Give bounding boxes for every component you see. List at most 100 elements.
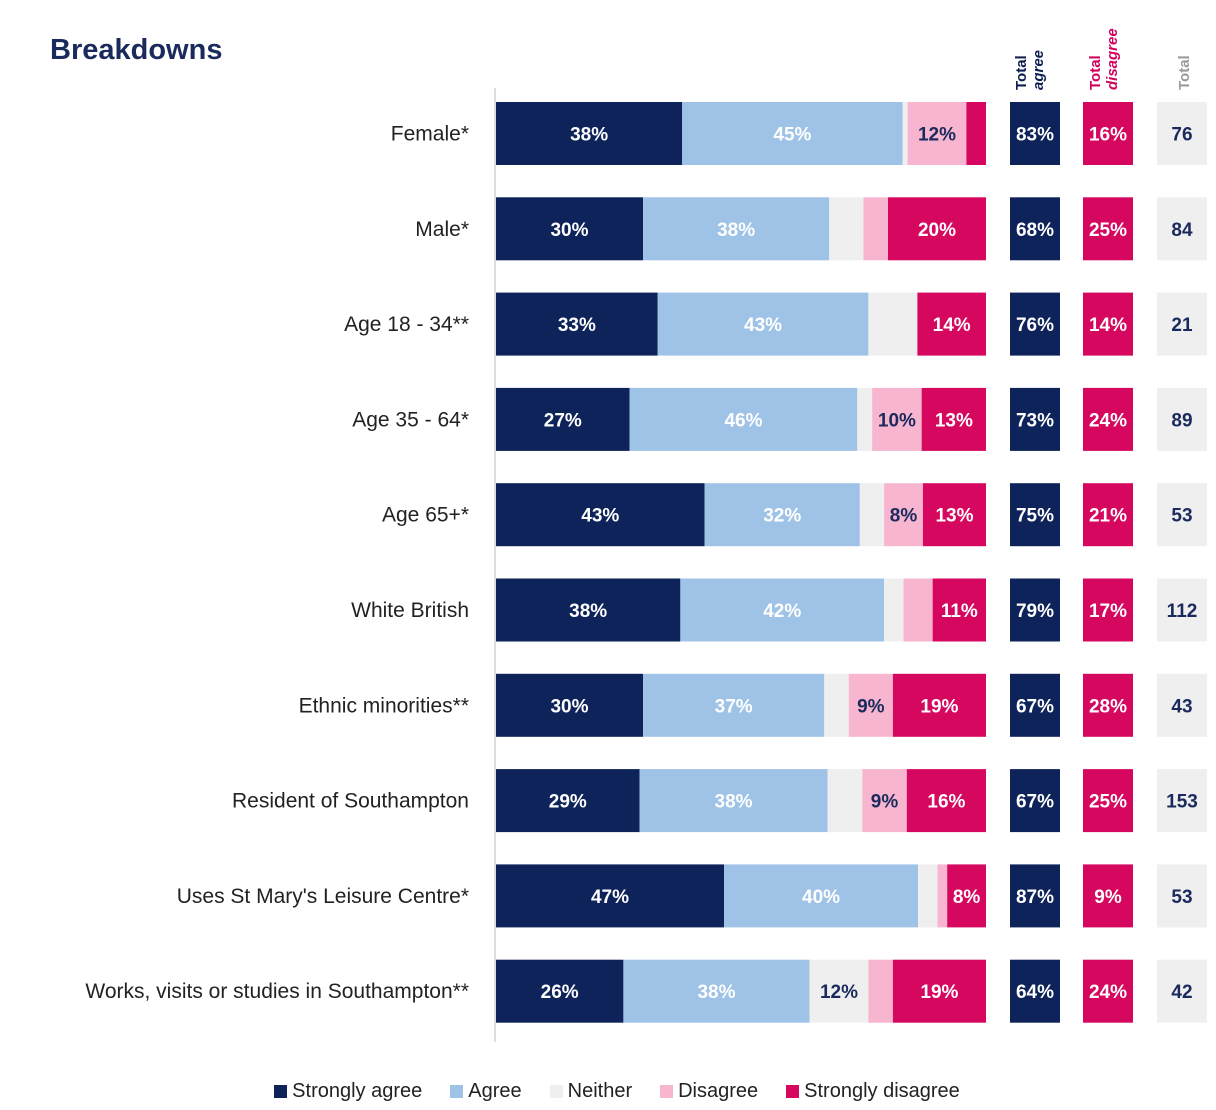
bar-segment-neither — [824, 673, 849, 737]
category-label: White British — [351, 599, 469, 622]
total-cell — [1157, 292, 1207, 356]
data-label: 14% — [933, 315, 971, 336]
bar-segment-neither — [902, 102, 908, 165]
data-label: 38% — [717, 220, 755, 241]
bar-segment-agree — [623, 959, 810, 1023]
total-cell — [1157, 769, 1207, 833]
category-label: Age 35 - 64* — [352, 408, 469, 431]
legend-swatch — [450, 1085, 464, 1098]
data-label: 12% — [820, 982, 858, 1003]
bar-segment-strongly-disagree — [921, 387, 986, 451]
legend-item-strongly-agree: Strongly agree — [274, 1080, 422, 1103]
bar-segment-strongly-disagree — [892, 673, 986, 737]
data-label: 32% — [763, 506, 801, 527]
stacked-bar-chart: Female* 38% 45% 12% 83% 16% 76 Male* 30% 38% 20% 68… — [85, 88, 1207, 1042]
chart-legend: Strongly agree Agree Neither Disagree St… — [0, 1080, 1216, 1103]
total-disagree-cell — [1083, 387, 1133, 451]
total-agree-value: 64% — [1016, 982, 1054, 1003]
category-label: Female* — [391, 123, 469, 146]
legend-swatch — [660, 1085, 674, 1098]
bar-segment-neither — [868, 292, 918, 356]
bar-segment-strongly-disagree — [906, 769, 986, 833]
total-disagree-cell — [1083, 197, 1133, 261]
total-disagree-value: 28% — [1089, 696, 1127, 717]
bar-segment-disagree — [868, 959, 893, 1023]
data-label: 27% — [544, 410, 582, 431]
data-label: 11% — [941, 601, 978, 622]
legend-label: Disagree — [678, 1080, 759, 1102]
total-cell — [1157, 102, 1207, 165]
total-disagree-value: 9% — [1094, 887, 1122, 908]
total-disagree-value: 25% — [1089, 792, 1127, 813]
bar-segment-disagree — [937, 864, 948, 928]
total-disagree-value: 24% — [1089, 410, 1127, 431]
total-disagree-cell — [1083, 483, 1133, 547]
data-label: 10% — [878, 410, 916, 431]
total-agree-cell — [1010, 769, 1060, 833]
data-label: 38% — [570, 125, 608, 146]
legend-label: Strongly agree — [292, 1080, 423, 1102]
bar-segment-strongly-agree — [496, 578, 681, 642]
bar-segment-disagree — [863, 197, 888, 261]
data-label: 29% — [549, 792, 587, 813]
total-agree-value: 67% — [1016, 696, 1054, 717]
total-disagree-value: 14% — [1089, 315, 1127, 336]
bar-segment-agree — [657, 292, 869, 356]
legend-item-disagree: Disagree — [660, 1080, 758, 1103]
total-disagree-cell — [1083, 959, 1133, 1023]
total-agree-cell — [1010, 483, 1060, 547]
bar-segment-neither — [829, 197, 864, 261]
total-value: 76 — [1171, 125, 1192, 146]
total-cell — [1157, 864, 1207, 928]
bar-segment-neither — [859, 483, 885, 547]
total-disagree-value: 24% — [1089, 982, 1127, 1003]
total-value: 42 — [1171, 982, 1192, 1003]
total-agree-value: 76% — [1016, 315, 1054, 336]
data-label: 12% — [918, 125, 956, 146]
legend-label: Agree — [468, 1080, 522, 1102]
bar-segment-strongly-disagree — [917, 292, 986, 356]
bar-segment-neither — [857, 387, 873, 451]
total-disagree-cell — [1083, 578, 1133, 642]
data-label: 20% — [918, 220, 956, 241]
total-cell — [1157, 483, 1207, 547]
data-label: 38% — [569, 601, 607, 622]
legend-swatch — [786, 1085, 800, 1098]
bar-segment-disagree — [862, 769, 907, 833]
data-label: 47% — [591, 887, 629, 908]
total-agree-cell — [1010, 387, 1060, 451]
data-label: 26% — [541, 982, 579, 1003]
category-label: Works, visits or studies in Southampton*… — [85, 980, 469, 1003]
data-label: 13% — [935, 410, 973, 431]
total-agree-cell — [1010, 102, 1060, 165]
bar-segment-agree — [643, 673, 825, 737]
total-agree-value: 67% — [1016, 792, 1054, 813]
bar-segment-agree — [643, 197, 830, 261]
bar-segment-disagree — [872, 387, 922, 451]
category-label: Age 65+* — [382, 504, 469, 527]
bar-segment-agree — [704, 483, 860, 547]
data-label: 16% — [927, 792, 965, 813]
bar-segment-disagree — [848, 673, 893, 737]
total-cell — [1157, 578, 1207, 642]
bar-segment-strongly-agree — [496, 292, 658, 356]
bar-segment-strongly-agree — [496, 483, 705, 547]
data-label: 43% — [581, 506, 619, 527]
legend-swatch — [274, 1085, 288, 1098]
total-agree-value: 83% — [1016, 125, 1054, 146]
data-label: 8% — [890, 506, 918, 527]
total-disagree-value: 25% — [1089, 220, 1127, 241]
data-label: 45% — [773, 125, 811, 146]
total-agree-cell — [1010, 578, 1060, 642]
bar-segment-agree — [639, 769, 828, 833]
legend-label: Neither — [567, 1080, 633, 1102]
bar-segment-neither — [827, 769, 863, 833]
total-agree-value: 79% — [1016, 601, 1054, 622]
data-label: 9% — [857, 696, 885, 717]
bar-segment-strongly-agree — [496, 769, 640, 833]
total-value: 21 — [1171, 315, 1193, 336]
data-label: 30% — [550, 696, 588, 717]
bar-segment-agree — [680, 578, 885, 642]
data-label: 8% — [953, 887, 981, 908]
data-label: 40% — [802, 887, 840, 908]
